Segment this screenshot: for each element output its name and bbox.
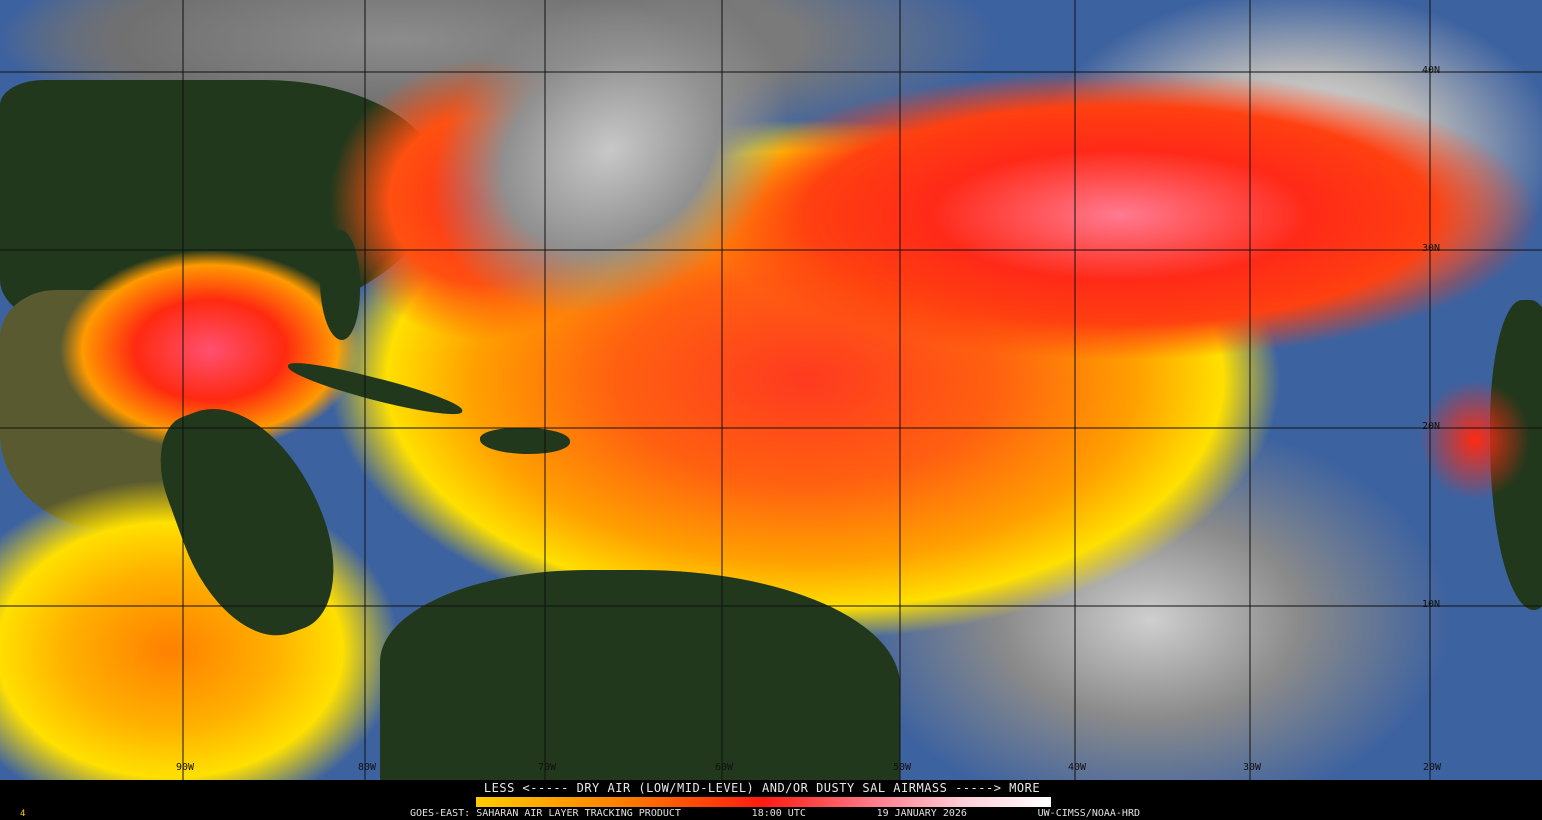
satellite-map: 90W 80W 70W 60W 50W 40W 30W 20W 40N 30N …: [0, 0, 1542, 780]
land-hispaniola: [480, 428, 570, 454]
time: 18:00 UTC: [751, 808, 806, 819]
colorbar: [476, 797, 1051, 807]
dry-air-africa: [1420, 380, 1530, 500]
dry-air-northeast: [700, 70, 1540, 360]
lon-label: 60W: [715, 762, 734, 773]
lat-lon-grid: [0, 0, 1542, 780]
lon-label: 50W: [893, 762, 912, 773]
lon-label: 40W: [1068, 762, 1087, 773]
satellite-product: GOES-EAST: SAHARAN AIR LAYER TRACKING PR…: [410, 808, 681, 819]
land-south-america: [380, 570, 900, 780]
lon-label: 80W: [358, 762, 377, 773]
frame-number: 4: [20, 809, 26, 819]
lat-label: 30N: [1422, 243, 1441, 254]
lon-label: 90W: [176, 762, 195, 773]
product-footer: GOES-EAST: SAHARAN AIR LAYER TRACKING PR…: [410, 808, 1140, 819]
lat-label: 40N: [1422, 65, 1441, 76]
legend-title: LESS <----- DRY AIR (LOW/MID-LEVEL) AND/…: [483, 781, 1041, 795]
lon-label: 30W: [1243, 762, 1262, 773]
lat-label: 10N: [1422, 599, 1441, 610]
credit: UW-CIMSS/NOAA-HRD: [1037, 808, 1140, 819]
lat-label: 20N: [1422, 421, 1441, 432]
lon-label: 70W: [538, 762, 557, 773]
date: 19 JANUARY 2026: [876, 808, 967, 819]
land-florida: [320, 230, 360, 340]
lon-label: 20W: [1423, 762, 1442, 773]
